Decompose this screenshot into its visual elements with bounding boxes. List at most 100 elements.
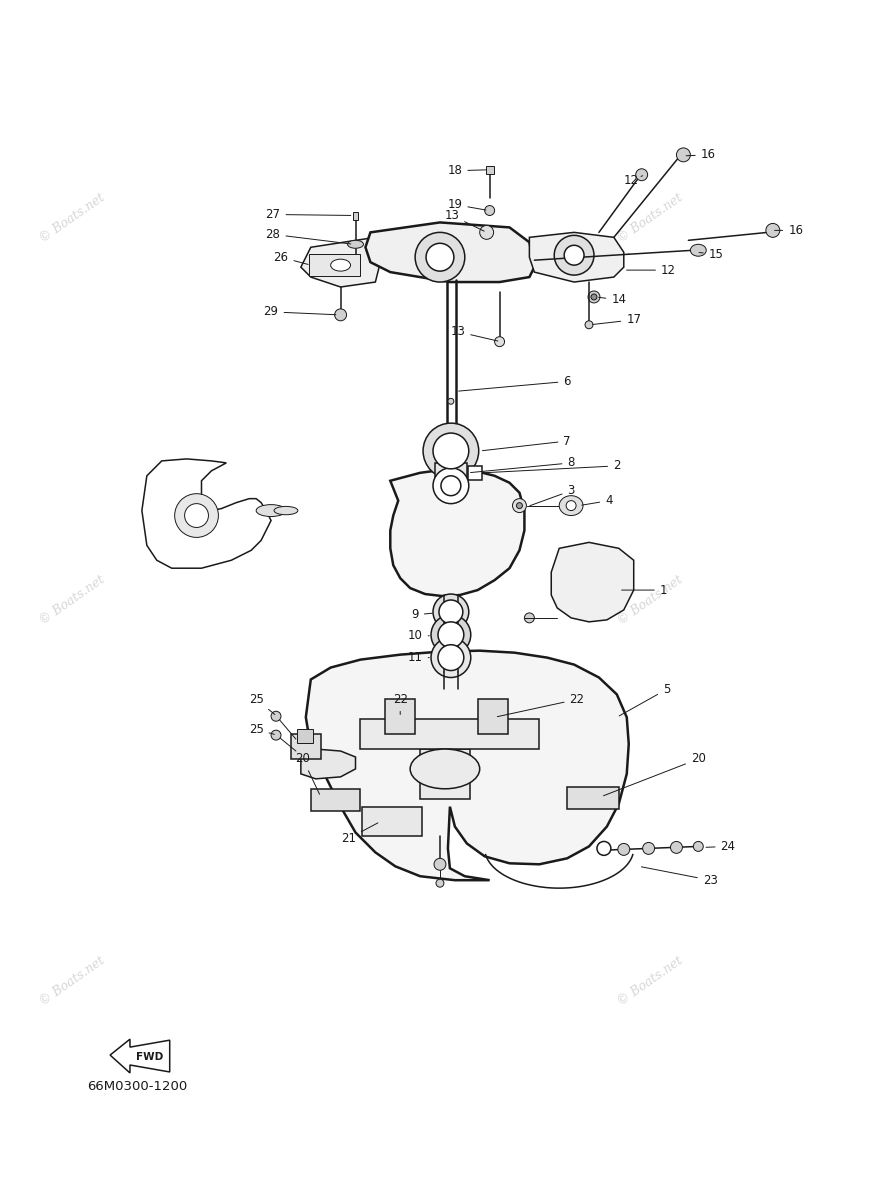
- Circle shape: [271, 730, 281, 740]
- Bar: [362, 806, 422, 836]
- Text: 6: 6: [459, 374, 571, 391]
- Bar: [486, 166, 494, 174]
- Ellipse shape: [690, 245, 706, 257]
- Bar: [361, 719, 540, 749]
- Text: 66M0300-1200: 66M0300-1200: [87, 1080, 187, 1093]
- Circle shape: [431, 637, 471, 678]
- Circle shape: [513, 499, 527, 512]
- Circle shape: [566, 500, 576, 510]
- Circle shape: [524, 613, 534, 623]
- Text: 19: 19: [448, 198, 486, 211]
- Text: © Boats.net: © Boats.net: [615, 191, 686, 246]
- Ellipse shape: [256, 505, 286, 516]
- Circle shape: [485, 205, 494, 216]
- Circle shape: [554, 235, 594, 275]
- Text: 4: 4: [582, 494, 613, 508]
- Bar: [435, 463, 467, 485]
- Text: 12: 12: [623, 174, 643, 187]
- Text: © Boats.net: © Boats.net: [615, 954, 686, 1009]
- Circle shape: [597, 841, 611, 856]
- Circle shape: [671, 841, 682, 853]
- Circle shape: [439, 600, 463, 624]
- Circle shape: [636, 169, 647, 181]
- Text: 26: 26: [274, 251, 308, 264]
- Text: © Boats.net: © Boats.net: [36, 572, 107, 628]
- Circle shape: [431, 614, 471, 655]
- Text: © Boats.net: © Boats.net: [615, 572, 686, 628]
- Polygon shape: [366, 222, 534, 282]
- Text: 3: 3: [530, 485, 574, 505]
- Polygon shape: [142, 458, 271, 569]
- Text: 20: 20: [295, 752, 320, 794]
- Circle shape: [591, 294, 597, 300]
- Polygon shape: [306, 650, 629, 880]
- Text: 22: 22: [497, 692, 585, 716]
- Circle shape: [588, 290, 600, 302]
- Polygon shape: [301, 749, 355, 779]
- Bar: [297, 730, 313, 743]
- Bar: [311, 788, 361, 811]
- Bar: [353, 212, 359, 221]
- Circle shape: [766, 223, 779, 238]
- Text: 25: 25: [249, 722, 275, 736]
- Circle shape: [271, 712, 281, 721]
- Ellipse shape: [559, 496, 583, 516]
- Text: 10: 10: [408, 629, 429, 642]
- Circle shape: [426, 244, 454, 271]
- Circle shape: [693, 841, 703, 851]
- Polygon shape: [110, 1039, 169, 1073]
- Text: 7: 7: [482, 434, 571, 451]
- Bar: [478, 700, 507, 734]
- Text: © Boats.net: © Boats.net: [36, 954, 107, 1009]
- Ellipse shape: [331, 259, 350, 271]
- Bar: [291, 734, 321, 758]
- Bar: [420, 749, 470, 799]
- Text: 15: 15: [699, 247, 724, 260]
- Circle shape: [585, 320, 593, 329]
- Text: 16: 16: [687, 149, 716, 161]
- Text: 22: 22: [393, 692, 408, 714]
- Text: 28: 28: [266, 228, 351, 244]
- Ellipse shape: [274, 506, 298, 515]
- Text: 25: 25: [249, 692, 275, 714]
- Circle shape: [433, 594, 468, 630]
- Text: 24: 24: [706, 840, 736, 853]
- Text: 1: 1: [621, 583, 667, 596]
- Bar: [308, 254, 361, 276]
- Circle shape: [438, 622, 464, 648]
- Circle shape: [434, 858, 446, 870]
- Polygon shape: [529, 233, 624, 282]
- Polygon shape: [301, 238, 381, 287]
- Text: 17: 17: [593, 313, 641, 326]
- Text: 27: 27: [266, 208, 351, 221]
- Text: 16: 16: [774, 224, 803, 236]
- Bar: [385, 700, 415, 734]
- Circle shape: [516, 503, 522, 509]
- Text: 29: 29: [263, 305, 335, 318]
- Circle shape: [175, 493, 218, 538]
- Circle shape: [643, 842, 654, 854]
- Circle shape: [448, 398, 454, 404]
- Circle shape: [494, 337, 505, 347]
- Ellipse shape: [348, 240, 363, 248]
- Text: © Boats.net: © Boats.net: [36, 191, 107, 246]
- Text: 2: 2: [486, 460, 620, 473]
- Text: 13: 13: [450, 325, 498, 341]
- Circle shape: [564, 245, 584, 265]
- Text: 21: 21: [341, 823, 378, 845]
- Text: 12: 12: [627, 264, 676, 277]
- Circle shape: [480, 226, 494, 239]
- Circle shape: [436, 880, 444, 887]
- Text: 11: 11: [408, 652, 429, 664]
- Text: 9: 9: [411, 608, 432, 622]
- Polygon shape: [551, 542, 634, 622]
- Bar: [468, 466, 481, 480]
- Circle shape: [415, 233, 465, 282]
- Circle shape: [438, 644, 464, 671]
- Circle shape: [676, 148, 690, 162]
- Circle shape: [433, 433, 468, 469]
- Circle shape: [433, 468, 468, 504]
- Text: FWD: FWD: [136, 1052, 163, 1062]
- Text: 23: 23: [641, 866, 718, 887]
- Text: 18: 18: [448, 164, 486, 178]
